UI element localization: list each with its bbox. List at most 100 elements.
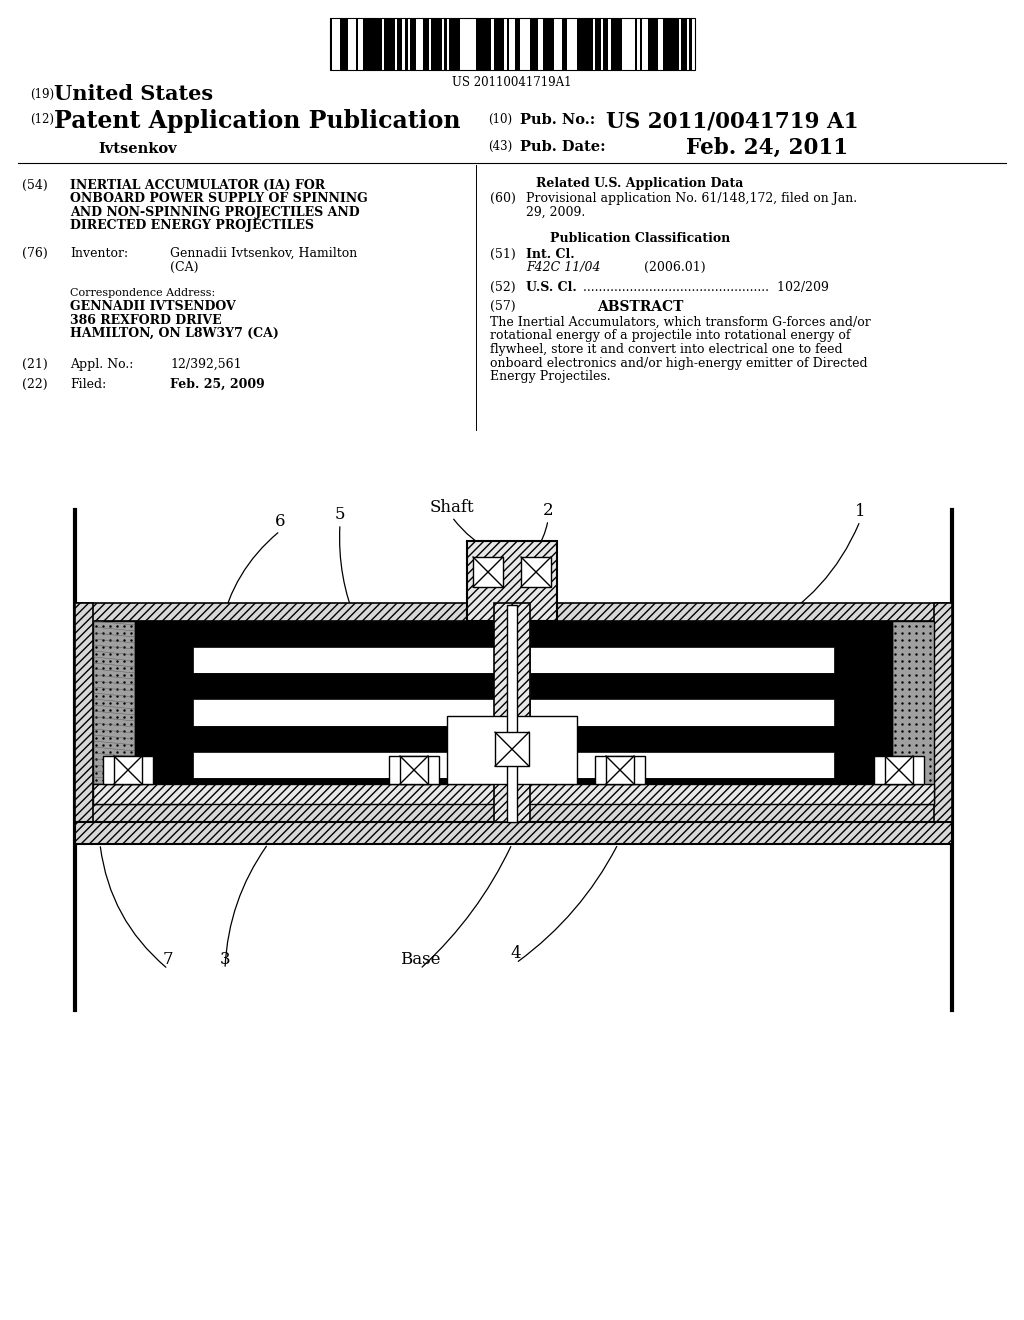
Bar: [416, 18, 418, 70]
Bar: [517, 18, 520, 70]
Bar: [429, 18, 431, 70]
Text: 29, 2009.: 29, 2009.: [526, 206, 586, 219]
Bar: [434, 18, 436, 70]
Bar: [193, 647, 494, 673]
Text: (12): (12): [30, 114, 54, 125]
Bar: [439, 18, 441, 70]
Bar: [521, 557, 551, 587]
Bar: [530, 726, 834, 751]
Bar: [637, 18, 640, 70]
Bar: [564, 18, 566, 70]
Bar: [337, 18, 340, 70]
Bar: [193, 751, 494, 777]
Bar: [580, 18, 583, 70]
Bar: [458, 18, 460, 70]
Bar: [413, 18, 416, 70]
Bar: [463, 18, 465, 70]
Bar: [632, 18, 635, 70]
Bar: [103, 756, 153, 784]
Bar: [452, 18, 455, 70]
Bar: [400, 756, 428, 784]
Bar: [193, 673, 494, 700]
Bar: [447, 717, 577, 784]
Bar: [834, 620, 892, 804]
Bar: [379, 18, 382, 70]
Bar: [647, 18, 650, 70]
Bar: [93, 620, 934, 804]
Text: ................................................  102/209: ........................................…: [583, 281, 828, 294]
Bar: [892, 620, 934, 804]
Bar: [530, 751, 834, 777]
Bar: [502, 18, 504, 70]
Bar: [350, 18, 353, 70]
Text: ONBOARD POWER SUPPLY OF SPINNING: ONBOARD POWER SUPPLY OF SPINNING: [70, 193, 368, 206]
Bar: [377, 18, 379, 70]
Bar: [492, 18, 494, 70]
Bar: [679, 18, 681, 70]
Bar: [384, 18, 387, 70]
Bar: [473, 557, 503, 587]
Text: Feb. 24, 2011: Feb. 24, 2011: [686, 137, 848, 158]
Bar: [666, 18, 669, 70]
Text: 3: 3: [220, 950, 230, 968]
Text: Publication Classification: Publication Classification: [550, 232, 730, 246]
Bar: [389, 756, 439, 784]
Bar: [618, 18, 622, 70]
Text: INERTIAL ACCUMULATOR (IA) FOR: INERTIAL ACCUMULATOR (IA) FOR: [70, 180, 326, 191]
Bar: [387, 18, 389, 70]
Text: Ivtsenkov: Ivtsenkov: [98, 143, 176, 156]
Bar: [358, 18, 360, 70]
Bar: [394, 18, 397, 70]
Text: (52): (52): [490, 281, 516, 294]
Bar: [418, 18, 421, 70]
Bar: [572, 18, 574, 70]
Bar: [135, 620, 193, 804]
Bar: [330, 18, 694, 70]
Bar: [606, 756, 634, 784]
Bar: [343, 18, 345, 70]
Bar: [330, 18, 332, 70]
Bar: [470, 18, 473, 70]
Bar: [480, 18, 483, 70]
Bar: [431, 18, 434, 70]
Bar: [495, 733, 529, 766]
Bar: [669, 18, 671, 70]
Bar: [332, 18, 335, 70]
Bar: [660, 18, 664, 70]
Bar: [674, 18, 676, 70]
Bar: [494, 603, 530, 822]
Text: 386 REXFORD DRIVE: 386 REXFORD DRIVE: [70, 314, 221, 326]
Bar: [400, 18, 402, 70]
Bar: [507, 18, 509, 70]
Text: Base: Base: [399, 950, 440, 968]
Bar: [504, 18, 507, 70]
Bar: [664, 18, 666, 70]
Text: Feb. 25, 2009: Feb. 25, 2009: [170, 378, 265, 391]
Text: The Inertial Accumulators, which transform G-forces and/or: The Inertial Accumulators, which transfo…: [490, 315, 870, 329]
Bar: [369, 18, 372, 70]
Bar: [681, 18, 684, 70]
Bar: [684, 18, 687, 70]
Bar: [355, 18, 358, 70]
Text: Provisional application No. 61/148,172, filed on Jan.: Provisional application No. 61/148,172, …: [526, 191, 857, 205]
Bar: [441, 18, 444, 70]
Bar: [348, 18, 350, 70]
Text: Energy Projectiles.: Energy Projectiles.: [490, 370, 610, 383]
Bar: [467, 541, 557, 620]
Text: DIRECTED ENERGY PROJECTILES: DIRECTED ENERGY PROJECTILES: [70, 219, 314, 232]
Bar: [411, 18, 413, 70]
Bar: [408, 18, 411, 70]
Text: (21): (21): [22, 358, 48, 371]
Text: HAMILTON, ON L8W3Y7 (CA): HAMILTON, ON L8W3Y7 (CA): [70, 327, 279, 341]
Bar: [546, 18, 549, 70]
Bar: [536, 18, 538, 70]
Text: AND NON-SPINNING PROJECTILES AND: AND NON-SPINNING PROJECTILES AND: [70, 206, 359, 219]
Bar: [366, 18, 369, 70]
Bar: [340, 18, 343, 70]
Bar: [397, 18, 400, 70]
Text: Patent Application Publication: Patent Application Publication: [54, 110, 461, 133]
Bar: [583, 18, 585, 70]
Text: (57): (57): [490, 300, 516, 313]
Bar: [689, 18, 692, 70]
Text: (51): (51): [490, 248, 516, 261]
